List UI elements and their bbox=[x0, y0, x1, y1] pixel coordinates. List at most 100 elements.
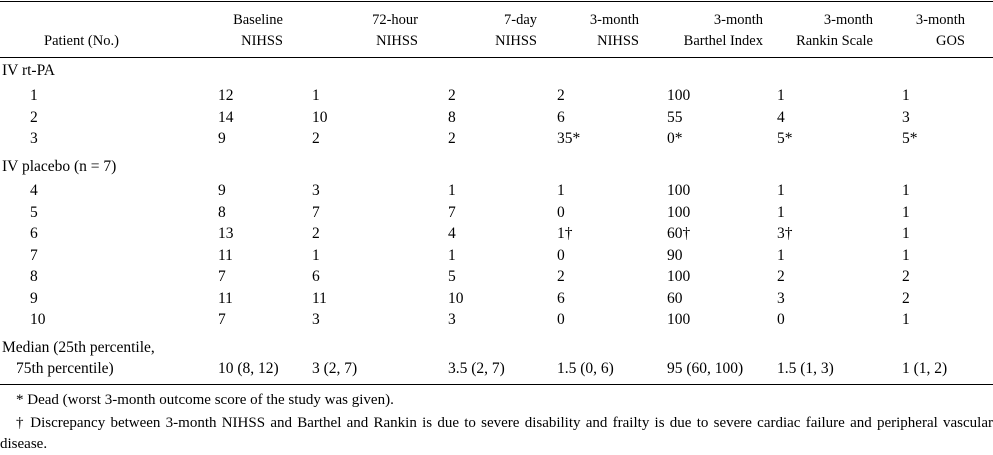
table-row: 3 9 2 2 35* 0* 5* 5* bbox=[0, 128, 993, 149]
cell-patient: 2 bbox=[30, 108, 38, 126]
median-gos: 1 (1, 2) bbox=[902, 360, 948, 377]
bottom-rule bbox=[0, 384, 993, 385]
cell-rankin: 1 bbox=[777, 87, 785, 104]
header-72hour-nihss: 72-hour NIHSS bbox=[372, 12, 418, 49]
cell-72hour: 3 bbox=[312, 311, 320, 328]
median-row: 75th percentile) 10 (8, 12) 3 (2, 7) 3.5… bbox=[0, 358, 993, 379]
cell-gos: 3 bbox=[902, 108, 910, 126]
median-rankin: 1.5 (1, 3) bbox=[777, 360, 834, 377]
cell-barthel: 60† bbox=[667, 225, 691, 242]
cell-patient: 5 bbox=[30, 203, 38, 221]
cell-72hour: 1 bbox=[312, 246, 320, 264]
cell-gos: 1 bbox=[902, 203, 910, 221]
cell-7day: 7 bbox=[448, 203, 456, 221]
cell-baseline: 13 bbox=[218, 225, 234, 242]
cell-rankin: 5* bbox=[777, 130, 793, 147]
table-row: 7 11 1 1 0 90 1 1 bbox=[0, 245, 993, 266]
median-baseline: 10 (8, 12) bbox=[218, 360, 279, 377]
median-72hour: 3 (2, 7) bbox=[312, 360, 358, 377]
cell-barthel: 100 bbox=[667, 203, 691, 221]
cell-baseline: 11 bbox=[218, 246, 233, 264]
cell-baseline: 7 bbox=[218, 311, 226, 328]
header-3month-nihss: 3-month NIHSS bbox=[589, 12, 639, 49]
table-row: 5 8 7 7 0 100 1 1 bbox=[0, 202, 993, 223]
header-baseline-nihss: Baseline NIHSS bbox=[233, 12, 283, 49]
footnote-dead: * Dead (worst 3-month outcome score of t… bbox=[16, 392, 394, 408]
cell-3month-nihss: 6 bbox=[557, 108, 565, 126]
cell-barthel: 60 bbox=[667, 289, 683, 307]
cell-3month-nihss: 1† bbox=[557, 225, 573, 242]
cell-3month-nihss: 0 bbox=[557, 246, 565, 264]
cell-patient: 9 bbox=[30, 289, 38, 307]
cell-gos: 1 bbox=[902, 246, 910, 264]
cell-barthel: 100 bbox=[667, 268, 691, 285]
table-row: 2 14 10 8 6 55 4 3 bbox=[0, 107, 993, 128]
table-row: 8 7 6 5 2 100 2 2 bbox=[0, 266, 993, 287]
cell-rankin: 1 bbox=[777, 203, 785, 221]
header-3month-rankin: 3-month Rankin Scale bbox=[796, 12, 873, 49]
cell-barthel: 55 bbox=[667, 108, 683, 126]
cell-3month-nihss: 35* bbox=[557, 130, 581, 147]
cell-patient: 7 bbox=[30, 246, 38, 264]
cell-gos: 1 bbox=[902, 182, 910, 199]
table-row: 1 12 1 2 2 100 1 1 bbox=[0, 85, 993, 106]
cell-3month-nihss: 0 bbox=[557, 203, 565, 221]
cell-3month-nihss: 0 bbox=[557, 311, 565, 328]
cell-rankin: 4 bbox=[777, 108, 785, 126]
cell-barthel: 100 bbox=[667, 311, 691, 328]
cell-72hour: 7 bbox=[312, 203, 320, 221]
header-3month-gos: 3-month GOS bbox=[915, 12, 965, 49]
cell-barthel: 0* bbox=[667, 130, 683, 147]
cell-3month-nihss: 1 bbox=[557, 182, 565, 199]
table-row: 9 11 11 10 6 60 3 2 bbox=[0, 288, 993, 309]
cell-72hour: 3 bbox=[312, 182, 320, 199]
cell-rankin: 1 bbox=[777, 246, 785, 264]
cell-7day: 2 bbox=[448, 130, 456, 147]
cell-3month-nihss: 6 bbox=[557, 289, 565, 307]
cell-baseline: 9 bbox=[218, 182, 226, 199]
cell-patient: 8 bbox=[30, 268, 38, 285]
cell-7day: 1 bbox=[448, 246, 456, 264]
cell-baseline: 8 bbox=[218, 203, 226, 221]
cell-72hour: 11 bbox=[312, 289, 327, 307]
median-3month-nihss: 1.5 (0, 6) bbox=[557, 360, 614, 377]
cell-patient: 10 bbox=[30, 311, 46, 328]
cell-72hour: 6 bbox=[312, 268, 320, 285]
header-rule bbox=[0, 57, 993, 58]
cell-7day: 1 bbox=[448, 182, 456, 199]
median-barthel: 95 (60, 100) bbox=[667, 360, 744, 377]
cell-rankin: 3 bbox=[777, 289, 785, 307]
group-label-iv-rtpa: IV rt-PA bbox=[2, 62, 55, 79]
cell-rankin: 1 bbox=[777, 182, 785, 199]
header-3month-barthel: 3-month Barthel Index bbox=[683, 12, 763, 49]
cell-3month-nihss: 2 bbox=[557, 87, 565, 104]
table-row: 6 13 2 4 1† 60† 3† 1 bbox=[0, 223, 993, 244]
cell-rankin: 2 bbox=[777, 268, 785, 285]
cell-rankin: 0 bbox=[777, 311, 785, 328]
cell-gos: 1 bbox=[902, 225, 910, 242]
cell-gos: 1 bbox=[902, 311, 910, 328]
cell-72hour: 2 bbox=[312, 130, 320, 147]
table-row: 4 9 3 1 1 100 1 1 bbox=[0, 180, 993, 201]
table-row: 10 7 3 3 0 100 0 1 bbox=[0, 309, 993, 330]
cell-patient: 1 bbox=[30, 87, 38, 104]
cell-patient: 3 bbox=[30, 130, 38, 147]
cell-gos: 1 bbox=[902, 87, 910, 104]
header-7day-nihss: 7-day NIHSS bbox=[495, 12, 537, 49]
cell-3month-nihss: 2 bbox=[557, 268, 565, 285]
cell-7day: 3 bbox=[448, 311, 456, 328]
cell-7day: 8 bbox=[448, 108, 456, 126]
group-label-iv-placebo: IV placebo (n = 7) bbox=[2, 158, 117, 175]
median-label-line2: 75th percentile) bbox=[16, 360, 114, 377]
cell-baseline: 9 bbox=[218, 130, 226, 147]
cell-baseline: 7 bbox=[218, 268, 226, 285]
cell-7day: 2 bbox=[448, 87, 456, 104]
cell-rankin: 3† bbox=[777, 225, 793, 242]
cell-7day: 10 bbox=[448, 289, 464, 307]
top-rule bbox=[0, 1, 993, 2]
cell-72hour: 1 bbox=[312, 87, 320, 104]
cell-7day: 5 bbox=[448, 268, 456, 285]
cell-72hour: 2 bbox=[312, 225, 320, 242]
cell-72hour: 10 bbox=[312, 108, 328, 126]
cell-baseline: 11 bbox=[218, 289, 233, 307]
